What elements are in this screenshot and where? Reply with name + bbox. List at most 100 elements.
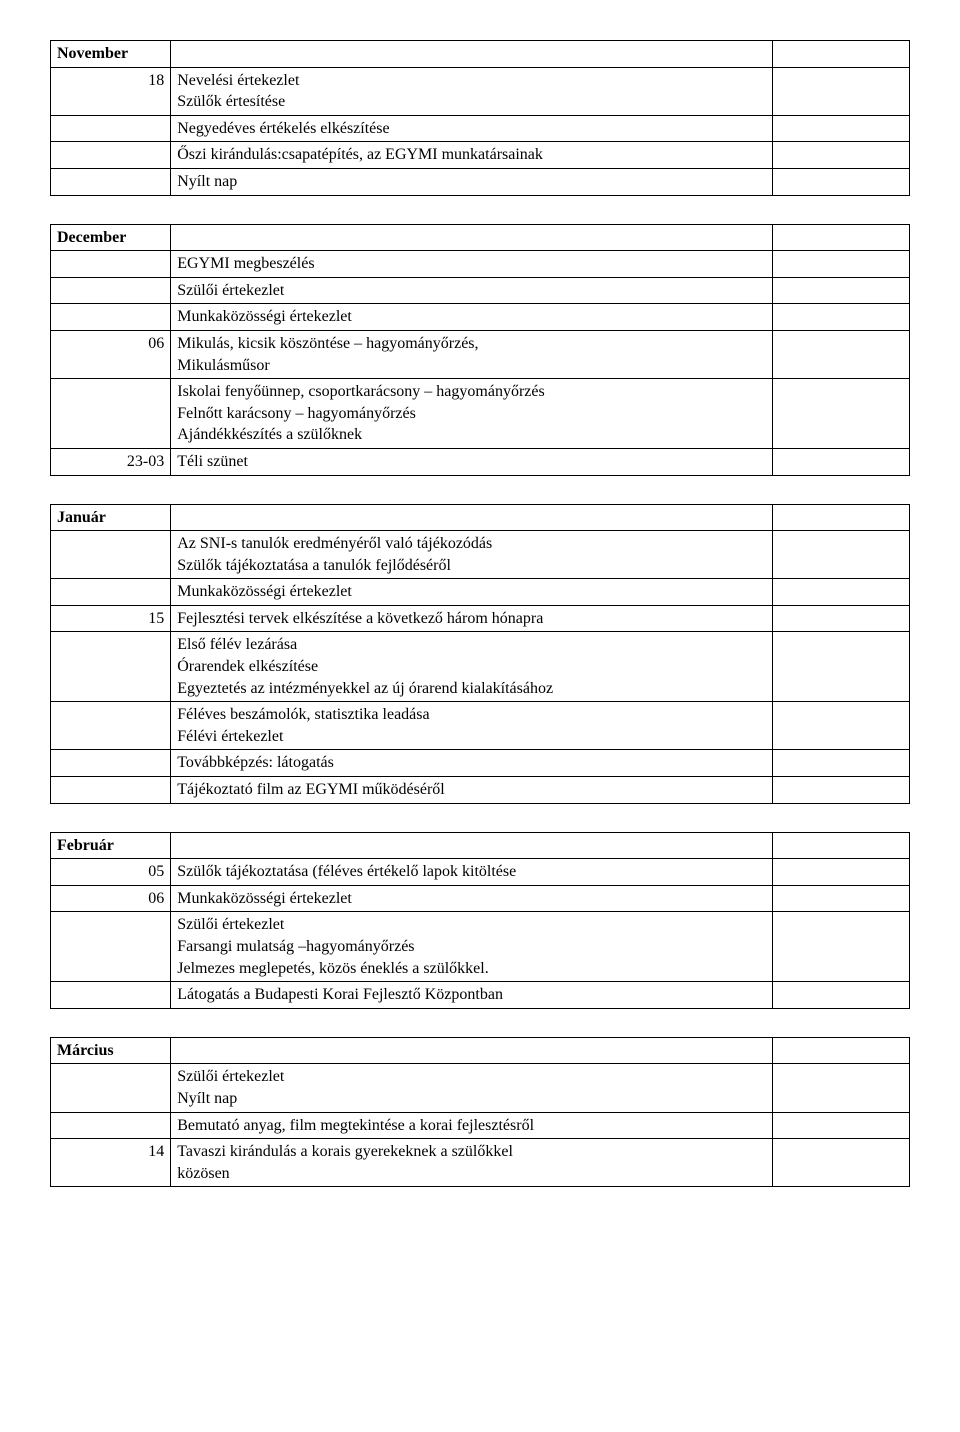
month-header-label: Február xyxy=(57,837,114,854)
table-row: Munkaközösségi értekezlet xyxy=(51,304,910,331)
empty-cell xyxy=(772,832,909,859)
content-line: Negyedéves értékelés elkészítése xyxy=(177,118,765,140)
content-cell: Munkaközösségi értekezlet xyxy=(171,885,772,912)
empty-cell xyxy=(772,531,909,579)
date-text: 05 xyxy=(148,863,164,880)
empty-cell xyxy=(772,1112,909,1139)
date-cell xyxy=(51,750,171,777)
content-line: Farsangi mulatság –hagyományőrzés xyxy=(177,936,765,958)
empty-cell xyxy=(171,1037,772,1064)
content-line: Nevelési értekezlet xyxy=(177,70,765,92)
content-line: Őszi kirándulás:csapatépítés, az EGYMI m… xyxy=(177,144,765,166)
content-line: Szülői értekezlet xyxy=(177,914,765,936)
table-header-row: November xyxy=(51,41,910,68)
content-cell: Szülők tájékoztatása (féléves értékelő l… xyxy=(171,859,772,886)
month-header-label: November xyxy=(57,45,128,62)
table-row: 18 Nevelési értekezletSzülők értesítése xyxy=(51,67,910,115)
content-line: Munkaközösségi értekezlet xyxy=(177,581,765,603)
content-line: Szülők tájékoztatása a tanulók fejlődésé… xyxy=(177,555,765,577)
content-cell: Negyedéves értékelés elkészítése xyxy=(171,115,772,142)
content-cell: Munkaközösségi értekezlet xyxy=(171,579,772,606)
content-line: Féléves beszámolók, statisztika leadása xyxy=(177,704,765,726)
date-text: 14 xyxy=(148,1143,164,1160)
content-cell: Féléves beszámolók, statisztika leadásaF… xyxy=(171,702,772,750)
date-cell xyxy=(51,579,171,606)
month-header-label: Január xyxy=(57,509,106,526)
content-line: Munkaközösségi értekezlet xyxy=(177,888,765,910)
month-table-marcius: Március Szülői értekezletNyílt napBemutat… xyxy=(50,1037,910,1188)
content-cell: Látogatás a Budapesti Korai Fejlesztő Kö… xyxy=(171,982,772,1009)
month-header-label: Március xyxy=(57,1042,114,1059)
table-row: 23-03 Téli szünet xyxy=(51,448,910,475)
date-cell xyxy=(51,1112,171,1139)
content-cell: Nyílt nap xyxy=(171,168,772,195)
content-line: Szülők értesítése xyxy=(177,91,765,113)
content-line: Félévi értekezlet xyxy=(177,726,765,748)
date-cell xyxy=(51,1064,171,1112)
content-cell: Mikulás, kicsik köszöntése – hagyományőr… xyxy=(171,330,772,378)
table-header-row: Február xyxy=(51,832,910,859)
table-row: Első félév lezárásaÓrarendek elkészítése… xyxy=(51,632,910,702)
table-row: Őszi kirándulás:csapatépítés, az EGYMI m… xyxy=(51,142,910,169)
empty-cell xyxy=(772,67,909,115)
empty-cell xyxy=(772,1139,909,1187)
empty-cell xyxy=(772,41,909,68)
content-line: Látogatás a Budapesti Korai Fejlesztő Kö… xyxy=(177,984,765,1006)
table-row: 15Fejlesztési tervek elkészítése a követ… xyxy=(51,605,910,632)
content-cell: Bemutató anyag, film megtekintése a kora… xyxy=(171,1112,772,1139)
empty-cell xyxy=(772,115,909,142)
table-row: Szülői értekezletNyílt nap xyxy=(51,1064,910,1112)
date-cell: 23-03 xyxy=(51,448,171,475)
content-cell: Fejlesztési tervek elkészítése a követke… xyxy=(171,605,772,632)
content-line: Nyílt nap xyxy=(177,1088,765,1110)
table-row: Szülői értekezletFarsangi mulatság –hagy… xyxy=(51,912,910,982)
empty-cell xyxy=(772,982,909,1009)
table-row: Negyedéves értékelés elkészítése xyxy=(51,115,910,142)
content-line: Szülői értekezlet xyxy=(177,1066,765,1088)
content-line: Egyeztetés az intézményekkel az új órare… xyxy=(177,678,765,700)
table-row: 14Tavaszi kirándulás a korais gyerekekne… xyxy=(51,1139,910,1187)
table-row: Munkaközösségi értekezlet xyxy=(51,579,910,606)
date-cell xyxy=(51,304,171,331)
date-cell: 18 xyxy=(51,67,171,115)
date-text: 18 xyxy=(148,72,164,89)
empty-cell xyxy=(772,448,909,475)
document-root: November 18 Nevelési értekezletSzülők érte… xyxy=(50,40,910,1187)
empty-cell xyxy=(772,251,909,278)
content-line: Mikulás, kicsik köszöntése – hagyományőr… xyxy=(177,333,765,355)
content-line: Iskolai fenyőünnep, csoportkarácsony – h… xyxy=(177,381,765,403)
empty-cell xyxy=(772,142,909,169)
table-row: Az SNI-s tanulók eredményéről való tájék… xyxy=(51,531,910,579)
empty-cell xyxy=(772,1064,909,1112)
content-line: Jelmezes meglepetés, közös éneklés a szü… xyxy=(177,958,765,980)
month-header-cell: Február xyxy=(51,832,171,859)
empty-cell xyxy=(772,605,909,632)
date-cell: 05 xyxy=(51,859,171,886)
content-line: Az SNI-s tanulók eredményéről való tájék… xyxy=(177,533,765,555)
month-header-cell: Március xyxy=(51,1037,171,1064)
content-cell: EGYMI megbeszélés xyxy=(171,251,772,278)
empty-cell xyxy=(772,379,909,449)
content-line: Téli szünet xyxy=(177,451,765,473)
content-line: Ajándékkészítés a szülőknek xyxy=(177,424,765,446)
content-line: Felnőtt karácsony – hagyományőrzés xyxy=(177,403,765,425)
content-cell: Nevelési értekezletSzülők értesítése xyxy=(171,67,772,115)
content-cell: Őszi kirándulás:csapatépítés, az EGYMI m… xyxy=(171,142,772,169)
date-cell xyxy=(51,531,171,579)
empty-cell xyxy=(772,912,909,982)
table-header-row: Január xyxy=(51,504,910,531)
empty-cell xyxy=(772,885,909,912)
date-cell xyxy=(51,982,171,1009)
month-table-februar: Február 05 Szülők tájékoztatása (féléves é… xyxy=(50,832,910,1009)
date-cell: 14 xyxy=(51,1139,171,1187)
table-row: Bemutató anyag, film megtekintése a kora… xyxy=(51,1112,910,1139)
content-cell: Szülői értekezletNyílt nap xyxy=(171,1064,772,1112)
date-cell: 06 xyxy=(51,885,171,912)
content-line: Munkaközösségi értekezlet xyxy=(177,306,765,328)
content-line: Órarendek elkészítése xyxy=(177,656,765,678)
table-row: Féléves beszámolók, statisztika leadásaF… xyxy=(51,702,910,750)
month-header-label: December xyxy=(57,229,126,246)
date-cell: 15 xyxy=(51,605,171,632)
date-cell xyxy=(51,912,171,982)
content-line: EGYMI megbeszélés xyxy=(177,253,765,275)
